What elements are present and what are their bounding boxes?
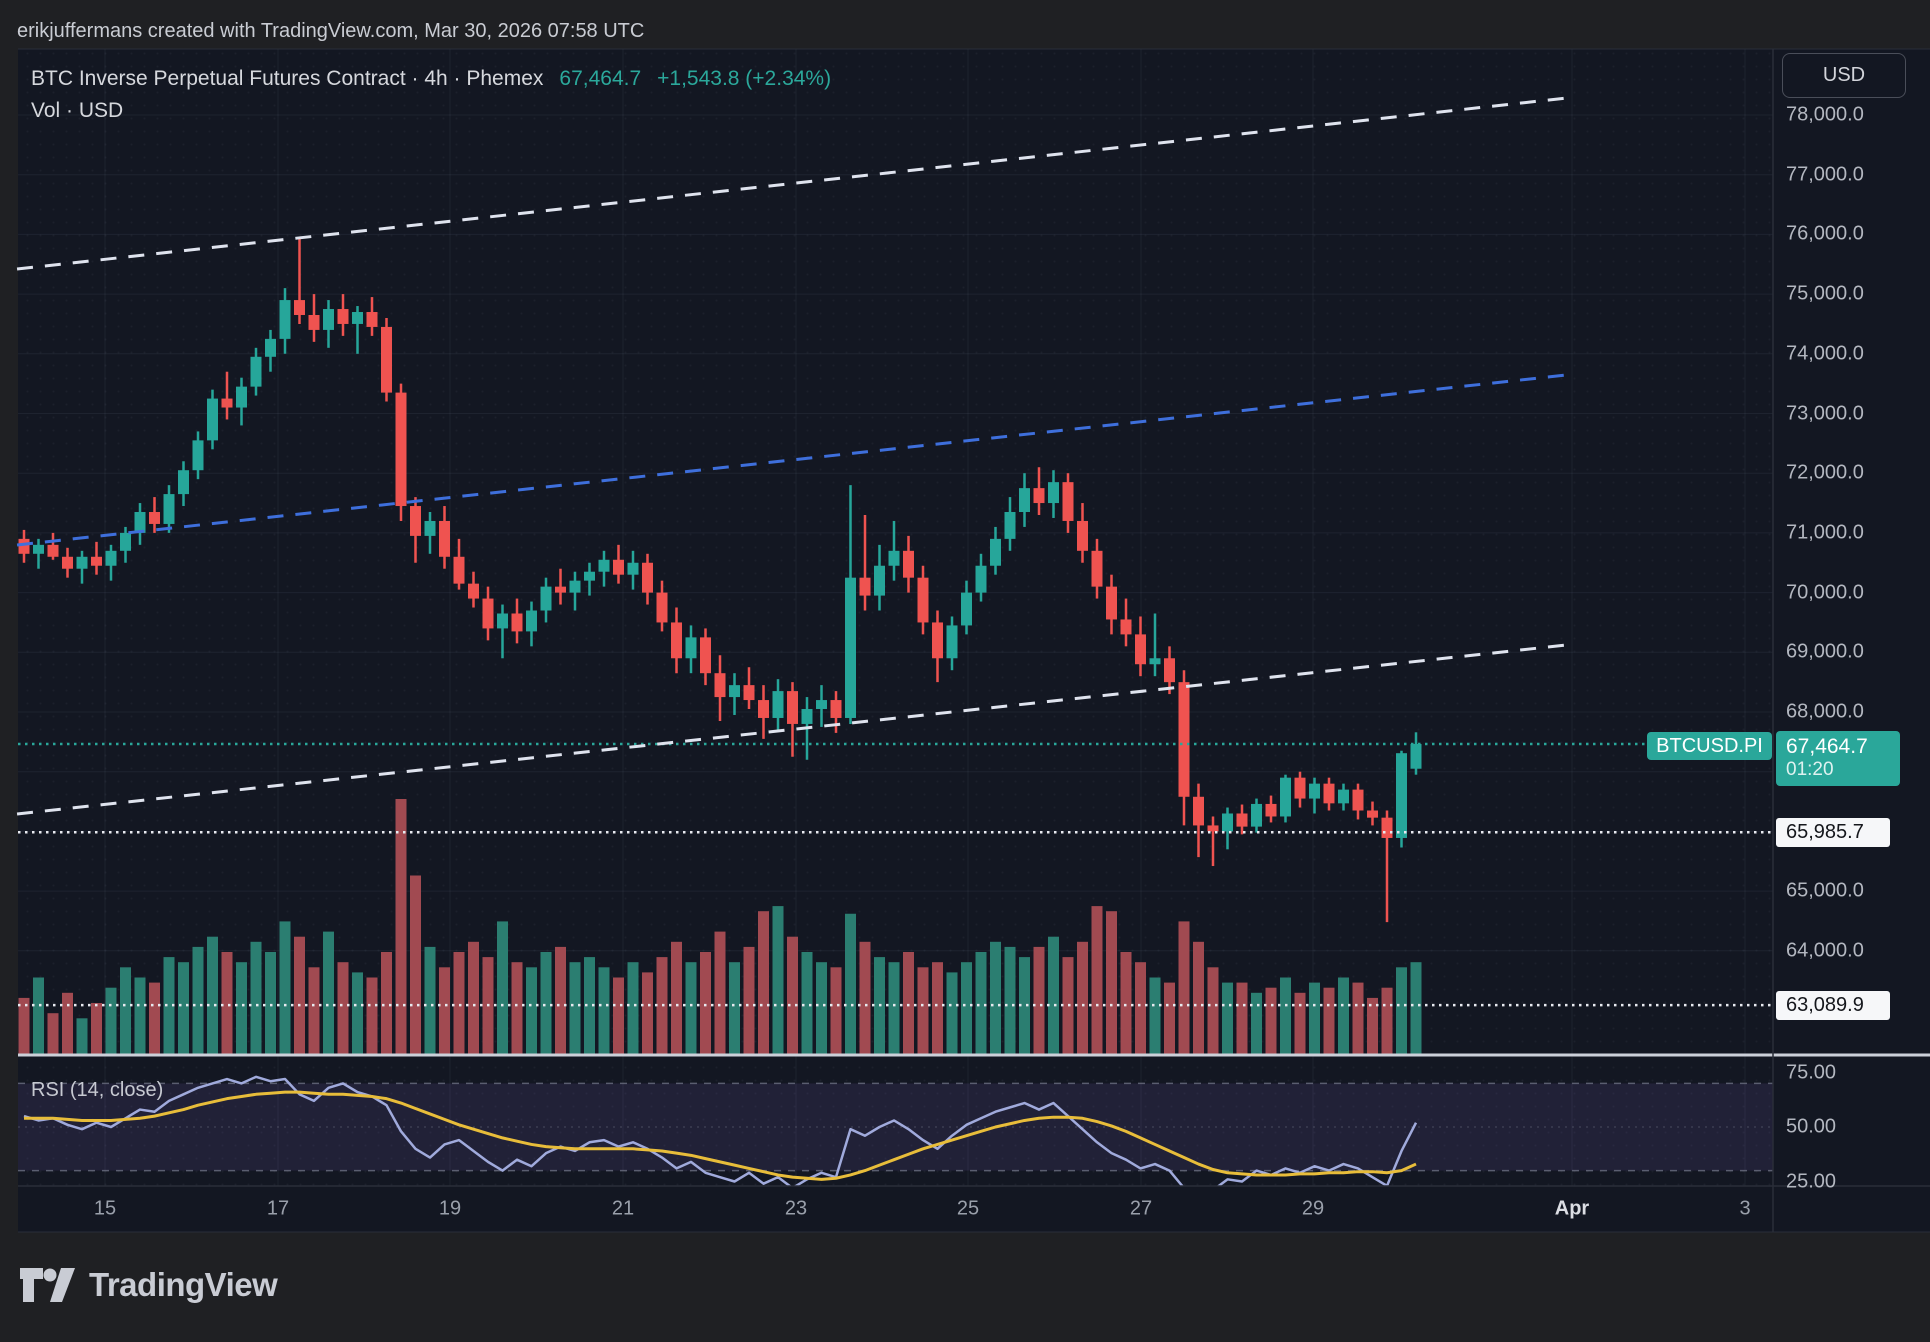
time-axis-label: 25	[956, 1197, 980, 1220]
attribution-text: erikjuffermans created with TradingView.…	[17, 20, 645, 42]
chart-plot-area[interactable]	[18, 49, 1773, 1186]
last-price-value: 67,464.7	[1786, 735, 1868, 758]
time-axis-label: 29	[1301, 1197, 1325, 1220]
tradingview-logo[interactable]: TradingView	[20, 1266, 278, 1304]
bar-countdown: 01:20	[1786, 759, 1834, 780]
price-axis-label: 70,000.0	[1786, 581, 1864, 604]
legend-change: +1,543.8 (+2.34%)	[657, 67, 832, 90]
tradingview-logo-text: TradingView	[89, 1266, 278, 1303]
time-axis-label: 17	[266, 1197, 290, 1220]
currency-toggle-button[interactable]: USD	[1782, 53, 1906, 98]
price-axis-label: 68,000.0	[1786, 700, 1864, 723]
price-axis-label: 76,000.0	[1786, 222, 1864, 245]
time-axis-label: 21	[611, 1197, 635, 1220]
price-axis-label: 77,000.0	[1786, 163, 1864, 186]
price-axis-label: 71,000.0	[1786, 521, 1864, 544]
rsi-axis-label: 75.00	[1786, 1061, 1837, 1083]
price-axis-label: 75,000.0	[1786, 282, 1864, 305]
price-axis-label: 73,000.0	[1786, 402, 1864, 424]
chart-legend: BTC Inverse Perpetual Futures Contract ·…	[31, 67, 831, 123]
rsi-indicator-label[interactable]: RSI (14, close)	[31, 1079, 164, 1101]
time-axis-label: 23	[784, 1197, 808, 1220]
rsi-axis-label: 25.00	[1786, 1170, 1837, 1192]
volume-legend[interactable]: Vol · USD	[31, 99, 124, 122]
price-axis-label: 65,000.0	[1786, 879, 1864, 902]
time-axis-label: 3	[1739, 1197, 1751, 1220]
time-axis-label: 19	[438, 1197, 462, 1220]
price-level-badge-2[interactable]: 63,089.9	[1776, 991, 1890, 1020]
rsi-axis-label: 50.00	[1786, 1115, 1837, 1138]
tradingview-logo-icon	[20, 1268, 75, 1302]
price-axis-label: 74,000.0	[1786, 342, 1864, 365]
price-axis-label: 69,000.0	[1786, 640, 1864, 663]
time-axis-label: Apr	[1554, 1197, 1590, 1220]
symbol-price-line-badge[interactable]: BTCUSD.PI	[1647, 732, 1772, 760]
price-level-badge-1[interactable]: 65,985.7	[1776, 818, 1890, 847]
price-axis-label: 64,000.0	[1786, 939, 1864, 962]
price-axis-label: 72,000.0	[1786, 461, 1864, 484]
time-axis-label: 15	[93, 1197, 117, 1220]
legend-last-price: 67,464.7	[559, 67, 642, 90]
time-axis-label: 27	[1129, 1197, 1153, 1220]
last-price-badge[interactable]: 67,464.7 01:20	[1776, 731, 1900, 786]
price-axis-label: 78,000.0	[1786, 103, 1864, 126]
symbol-title[interactable]: BTC Inverse Perpetual Futures Contract ·…	[31, 67, 544, 90]
